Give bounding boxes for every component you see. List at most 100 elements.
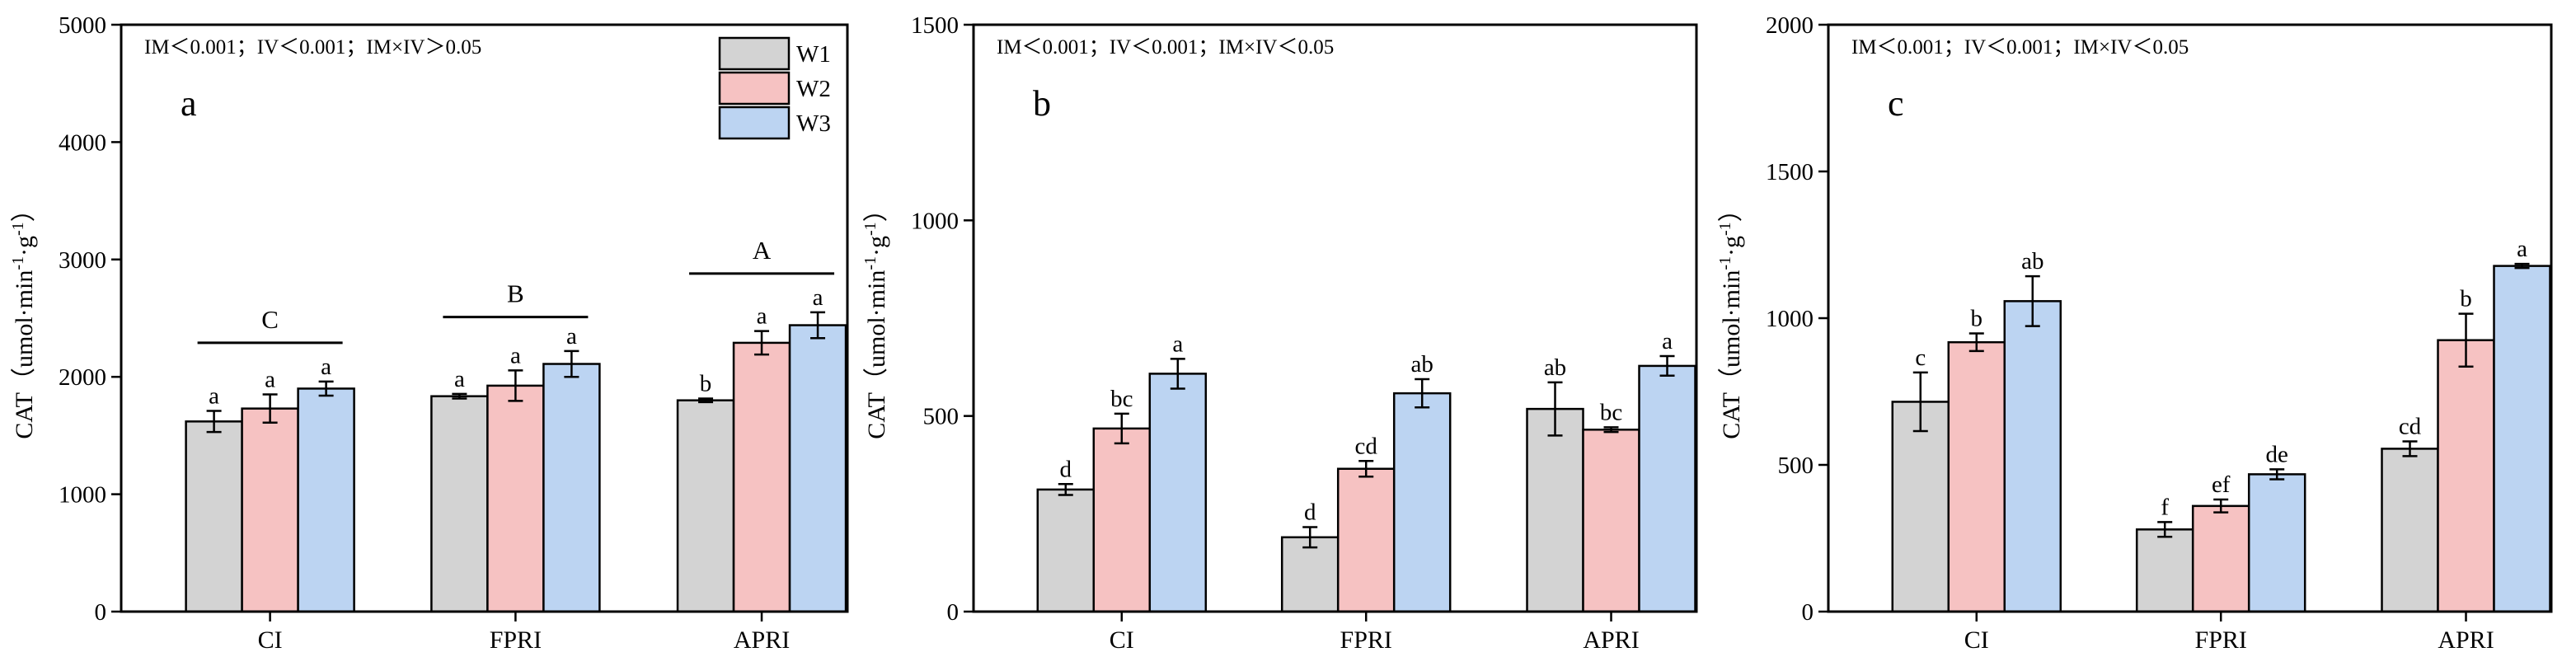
bar-w2-fpri: [1336, 467, 1396, 613]
significance-letter: cd: [1355, 433, 1378, 459]
x-tick-label: CI: [1964, 626, 1989, 654]
significance-letter: a: [510, 342, 521, 368]
bar-w1-ci: [185, 420, 243, 613]
significance-letter: bc: [1110, 386, 1133, 412]
legend-swatch-w1: [718, 36, 791, 71]
significance-letter: d: [1304, 499, 1316, 525]
significance-letter: bc: [1600, 399, 1622, 425]
panel-b: 0 500 1000 1500 CAT（umol·min-1·g-1） d bc a CI d cd…: [861, 12, 1698, 654]
bar-w1-fpri: [1280, 536, 1340, 613]
bar-w1-fpri: [2135, 528, 2194, 613]
bar-w3-ci: [1148, 373, 1208, 613]
y-tick-label: 500: [923, 404, 960, 430]
significance-letter: ab: [1411, 351, 1433, 378]
x-tick-label: APRI: [734, 626, 790, 654]
y-tick-label: 5000: [59, 12, 106, 39]
y-tick-label: 2000: [1766, 12, 1814, 39]
significance-letter: ab: [2021, 248, 2043, 274]
bar-w2-ci: [1947, 340, 2006, 613]
bar-w2-apri: [2437, 339, 2495, 613]
bar-w3-fpri: [1392, 392, 1452, 613]
panel-a: 0 1000 2000 3000 4000 5000 CAT（umol·min-1·g-1）…: [9, 12, 849, 654]
plot-frame: [972, 23, 1698, 613]
bar-w3-apri: [788, 324, 847, 613]
bar-w3-fpri: [542, 363, 601, 613]
panel-c: 0500100015002000CAT（umol·min-1·g-1）cbabC…: [1716, 12, 2553, 654]
y-tick-label: 1000: [59, 482, 106, 509]
significance-letter: d: [1060, 456, 1072, 482]
x-tick-label: CI: [1110, 626, 1134, 654]
significance-letter: a: [566, 323, 577, 349]
stats-text: IM＜0.001；IV＜0.001；IM×IV＜0.05: [997, 36, 1334, 59]
significance-letter: de: [2266, 441, 2288, 467]
y-tick-label: 4000: [59, 129, 106, 156]
significance-letter: b: [2460, 286, 2472, 312]
y-axis-label: CAT（umol·min-1·g-1）: [9, 197, 38, 439]
significance-letter: a: [265, 367, 275, 393]
significance-letter: b: [700, 371, 712, 397]
significance-letter: a: [813, 284, 823, 311]
plot-frame: [120, 23, 849, 613]
bar-w3-apri: [2493, 265, 2551, 613]
significance-letter: a: [209, 382, 219, 409]
bar-w2-apri: [732, 341, 791, 613]
significance-letter: c: [1915, 345, 1926, 371]
bar-w3-ci: [297, 387, 355, 613]
y-axis-label: CAT（umol·min-1·g-1）: [1716, 197, 1745, 439]
significance-letter: ab: [1544, 354, 1566, 381]
bar-w3-apri: [1638, 364, 1696, 613]
y-tick-label: 500: [1778, 453, 1814, 479]
x-tick-label: CI: [258, 626, 283, 654]
legend-swatch-w2: [718, 71, 791, 106]
bar-w3-fpri: [2247, 473, 2306, 613]
stats-text: IM＜0.001；IV＜0.001；IM×IV＞0.05: [144, 36, 481, 59]
significance-letter: b: [1971, 306, 1983, 332]
y-tick-label: 1500: [911, 12, 959, 39]
y-tick-label: 2000: [59, 364, 106, 391]
legend-label: W3: [796, 110, 831, 137]
bar-w1-apri: [2381, 448, 2439, 613]
bar-w2-ci: [1092, 427, 1152, 613]
y-axis-label: CAT（umol·min-1·g-1）: [861, 197, 890, 439]
significance-letter: f: [2161, 494, 2169, 520]
panel-label: c: [1888, 83, 1904, 124]
x-tick-label: FPRI: [1340, 626, 1392, 654]
bar-w1-ci: [1036, 488, 1096, 613]
x-tick-label: APRI: [2438, 626, 2494, 654]
significance-letter: a: [2517, 236, 2527, 262]
significance-letter: a: [1172, 331, 1183, 357]
significance-letter: a: [321, 354, 331, 380]
bar-w2-apri: [1582, 429, 1640, 613]
group-letter: B: [507, 279, 524, 308]
plot-frame: [1827, 23, 2553, 613]
y-tick-label: 3000: [59, 247, 106, 274]
panel-label: b: [1033, 83, 1051, 124]
y-tick-label: 1500: [1766, 159, 1814, 185]
bar-w2-fpri: [486, 384, 545, 613]
bar-w1-apri: [1526, 407, 1584, 613]
x-tick-label: APRI: [1583, 626, 1639, 654]
significance-letter: ef: [2212, 471, 2231, 498]
group-letter: A: [753, 236, 772, 265]
significance-letter: a: [757, 303, 767, 330]
bar-w3-ci: [2003, 300, 2062, 613]
legend-label: W1: [796, 41, 831, 68]
bar-w1-apri: [676, 399, 735, 613]
panel-label: a: [181, 83, 197, 124]
legend-label: W2: [796, 76, 831, 102]
legend-swatch-w3: [718, 106, 791, 140]
bar-w2-fpri: [2191, 504, 2250, 613]
group-letter: C: [261, 305, 279, 334]
significance-letter: a: [1662, 328, 1673, 354]
y-tick-label: 0: [1802, 599, 1814, 626]
x-tick-label: FPRI: [2195, 626, 2247, 654]
significance-letter: a: [454, 366, 465, 392]
bar-w1-ci: [1891, 401, 1950, 613]
y-tick-label: 0: [95, 599, 107, 626]
bar-w1-fpri: [430, 395, 489, 613]
y-tick-label: 1000: [1766, 306, 1814, 332]
bar-w2-ci: [241, 407, 299, 613]
significance-letter: cd: [2399, 414, 2422, 440]
x-tick-label: FPRI: [490, 626, 542, 654]
